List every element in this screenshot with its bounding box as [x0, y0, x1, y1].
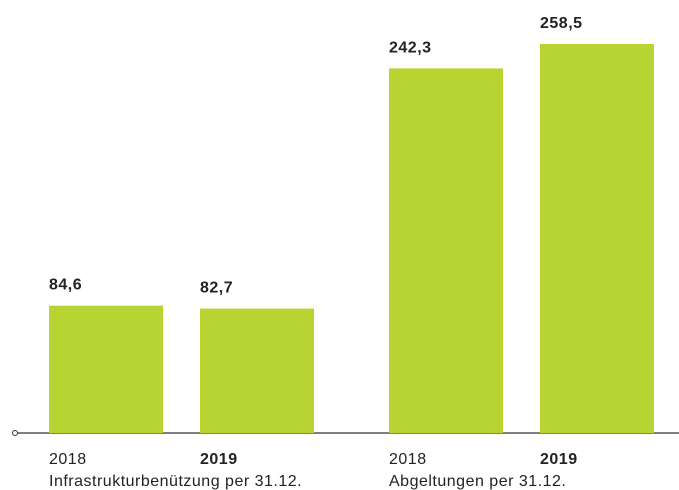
value-label: 82,7 — [200, 280, 233, 297]
category-label: 2019 — [540, 451, 578, 468]
group-label: Abgeltungen per 31.12. — [389, 473, 566, 490]
value-label: 242,3 — [389, 39, 432, 56]
group-label: Infrastrukturbenützung per 31.12. — [49, 473, 302, 490]
category-label: 2018 — [49, 451, 87, 468]
bar — [389, 68, 503, 434]
value-label: 258,5 — [540, 15, 583, 32]
bar — [200, 308, 314, 433]
value-label: 84,6 — [49, 277, 82, 294]
category-label: 2019 — [200, 451, 238, 468]
category-label: 2018 — [389, 451, 427, 468]
bar — [49, 305, 163, 433]
bar — [540, 44, 654, 433]
baseline-dot — [12, 430, 18, 436]
